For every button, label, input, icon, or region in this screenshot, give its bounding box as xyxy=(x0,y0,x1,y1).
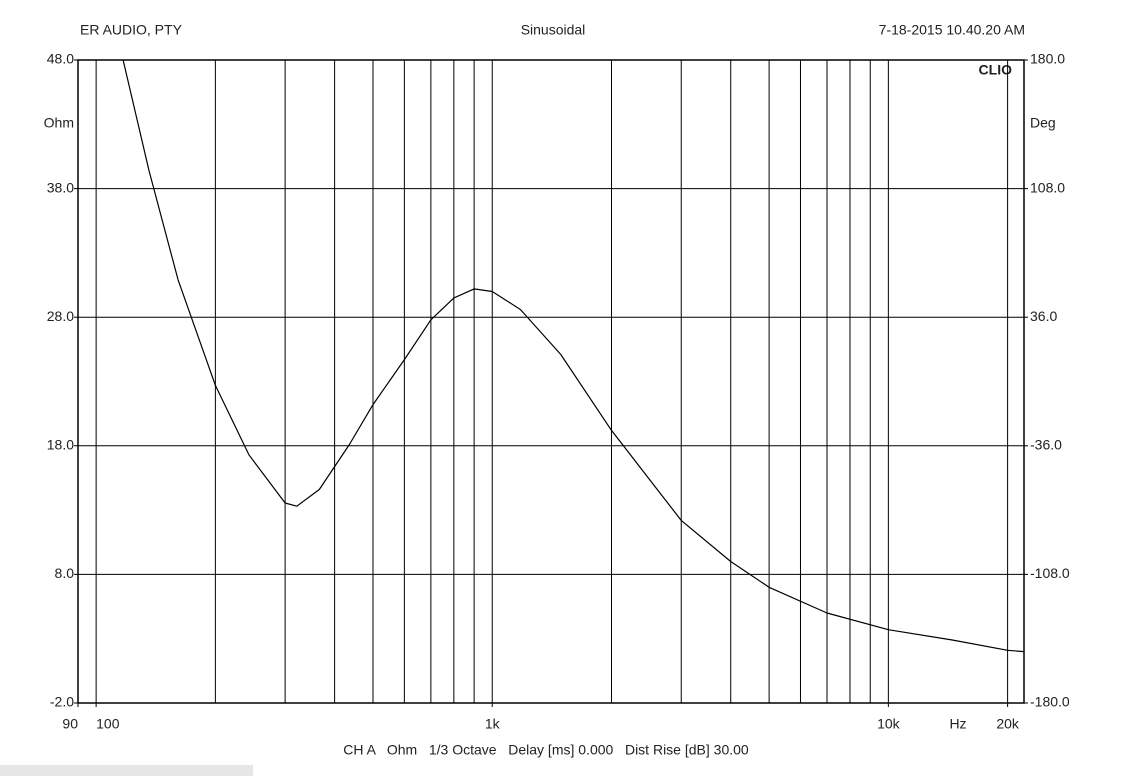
y-tick-label: 38.0 xyxy=(47,179,74,195)
x-tick-label: 90 xyxy=(62,716,78,732)
header-right: 7-18-2015 10.40.20 AM xyxy=(879,22,1025,38)
x-tick-label: 100 xyxy=(96,716,120,732)
data-line xyxy=(122,59,1025,653)
y-tick-label: 18.0 xyxy=(47,437,74,453)
y2-tick-label: -180.0 xyxy=(1030,694,1070,710)
y-axis-label: Ohm xyxy=(44,115,74,131)
y2-tick-label: 108.0 xyxy=(1030,179,1065,195)
x-tick-label: 1k xyxy=(485,716,501,732)
y2-axis-label: Deg xyxy=(1030,115,1056,131)
x-tick-label: 20k xyxy=(996,716,1020,732)
y2-tick-label: -36.0 xyxy=(1030,437,1062,453)
x-tick-label: 10k xyxy=(877,716,901,732)
x-axis-label: Hz xyxy=(949,716,966,732)
y-tick-label: 28.0 xyxy=(47,308,74,324)
y-tick-label: -2.0 xyxy=(50,694,74,710)
y2-tick-label: -108.0 xyxy=(1030,565,1070,581)
y-tick-label: 8.0 xyxy=(55,565,75,581)
chart-title: Sinusoidal xyxy=(521,22,586,38)
y2-tick-label: 36.0 xyxy=(1030,308,1057,324)
plot-frame xyxy=(77,59,1025,704)
scrollbar xyxy=(0,765,253,776)
header-left: ER AUDIO, PTY xyxy=(80,22,183,38)
footer: CH A Ohm 1/3 Octave Delay [ms] 0.000 Dis… xyxy=(343,742,749,758)
y2-tick-label: 180.0 xyxy=(1030,51,1065,67)
y-tick-label: 48.0 xyxy=(47,51,74,67)
brand: CLIO xyxy=(979,62,1013,78)
